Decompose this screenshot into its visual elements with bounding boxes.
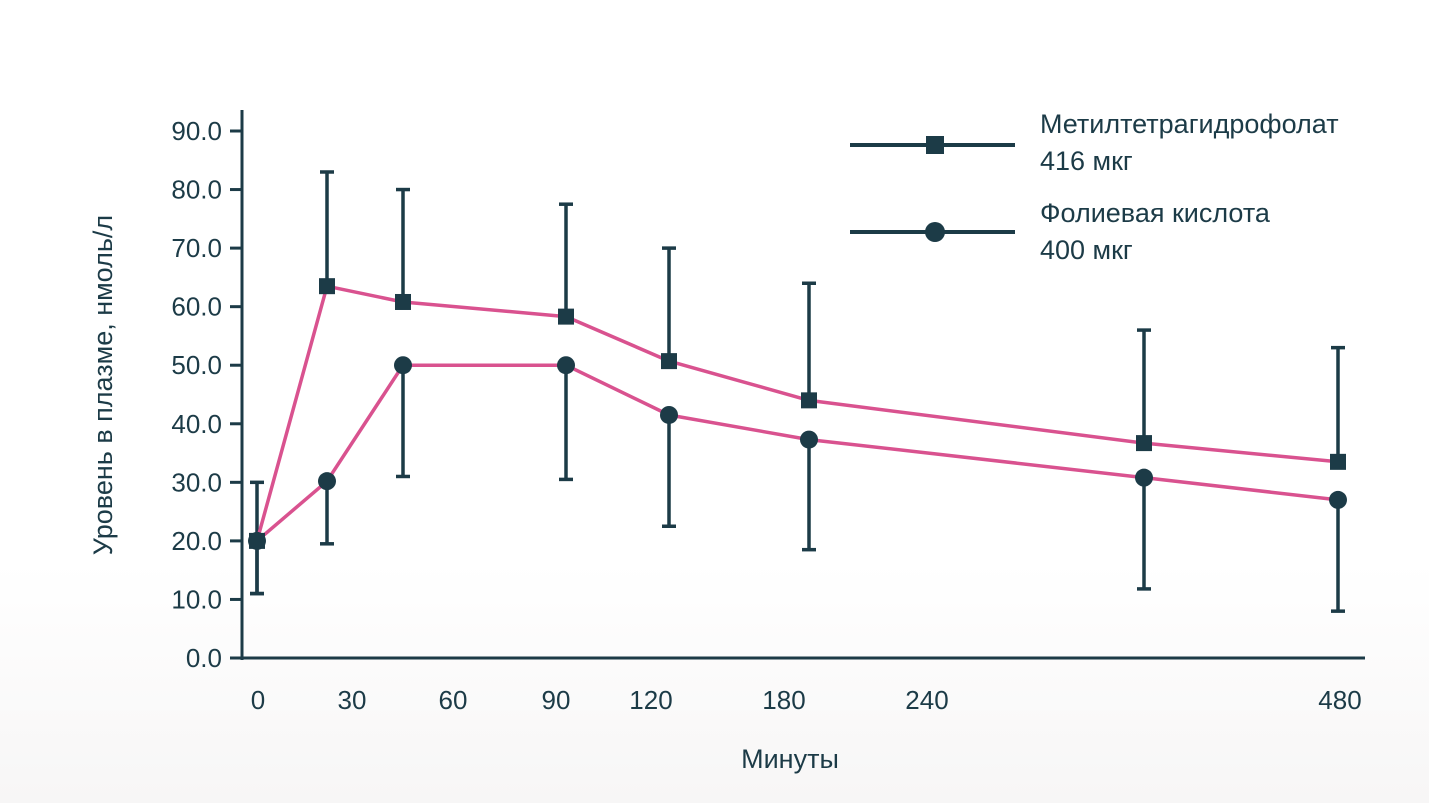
data-point-folic-acid bbox=[1135, 468, 1153, 487]
x-tick-label: 480 bbox=[1318, 685, 1361, 715]
y-tick-label: 0.0 bbox=[186, 643, 222, 673]
y-axis-ticks: 0.0 10.0 20.0 30.0 40.0 50.0 60.0 70.0 80.0 90.0 bbox=[171, 116, 242, 673]
legend-label-line2: 416 мкг bbox=[1040, 146, 1133, 176]
series-line-methyltetrahydrofolate bbox=[255, 284, 1339, 542]
y-tick-label: 50.0 bbox=[171, 350, 222, 380]
data-point-methyltetrahydrofolate bbox=[395, 293, 411, 310]
y-tick-label: 90.0 bbox=[171, 116, 222, 146]
series-markers bbox=[248, 278, 1347, 550]
error-bars bbox=[250, 170, 1345, 613]
y-tick-label: 40.0 bbox=[171, 409, 222, 439]
data-point-folic-acid bbox=[318, 472, 336, 491]
legend-label-line1: Фолиевая кислота bbox=[1040, 198, 1271, 228]
axes bbox=[240, 110, 1365, 660]
series-line-folic-acid bbox=[255, 363, 1339, 543]
x-tick-label: 120 bbox=[629, 685, 672, 715]
legend-circle-marker bbox=[925, 222, 945, 242]
x-tick-label: 60 bbox=[439, 685, 468, 715]
x-axis-ticks: 0 30 60 90 120 180 240 480 bbox=[251, 685, 1362, 715]
y-tick-label: 10.0 bbox=[171, 584, 222, 614]
legend-square-marker bbox=[926, 136, 944, 154]
legend-label-line1: Метилтетрагидрофолат bbox=[1040, 109, 1339, 139]
y-tick-label: 60.0 bbox=[171, 292, 222, 322]
x-tick-label: 0 bbox=[251, 685, 265, 715]
data-point-methyltetrahydrofolate bbox=[1330, 453, 1346, 470]
y-tick-label: 70.0 bbox=[171, 233, 222, 263]
data-point-methyltetrahydrofolate bbox=[319, 278, 335, 295]
legend: Метилтетрагидрофолат 416 мкг Фолиевая ки… bbox=[850, 109, 1339, 265]
data-point-folic-acid bbox=[1329, 490, 1347, 509]
x-tick-label: 30 bbox=[338, 685, 367, 715]
legend-item-folic-acid: Фолиевая кислота 400 мкг bbox=[850, 198, 1271, 265]
y-tick-label: 30.0 bbox=[171, 467, 222, 497]
data-point-folic-acid bbox=[557, 356, 575, 375]
series-lines bbox=[255, 284, 1339, 543]
data-point-folic-acid bbox=[800, 430, 818, 449]
legend-label-line2: 400 мкг bbox=[1040, 235, 1133, 265]
x-axis-title: Минуты bbox=[741, 744, 839, 774]
y-axis-title: Уровень в плазме, нмоль/л bbox=[88, 215, 118, 555]
data-point-folic-acid bbox=[394, 356, 412, 375]
legend-item-methyltetrahydrofolate: Метилтетрагидрофолат 416 мкг bbox=[850, 109, 1339, 176]
x-tick-label: 240 bbox=[905, 685, 948, 715]
data-point-methyltetrahydrofolate bbox=[1136, 435, 1152, 452]
y-tick-label: 80.0 bbox=[171, 175, 222, 205]
data-point-folic-acid bbox=[660, 405, 678, 424]
data-point-methyltetrahydrofolate bbox=[558, 308, 574, 325]
x-tick-label: 180 bbox=[762, 685, 805, 715]
data-point-methyltetrahydrofolate bbox=[801, 392, 817, 409]
y-tick-label: 20.0 bbox=[171, 526, 222, 556]
x-tick-label: 90 bbox=[542, 685, 571, 715]
data-point-methyltetrahydrofolate bbox=[661, 353, 677, 370]
data-point-folic-acid bbox=[248, 531, 266, 550]
